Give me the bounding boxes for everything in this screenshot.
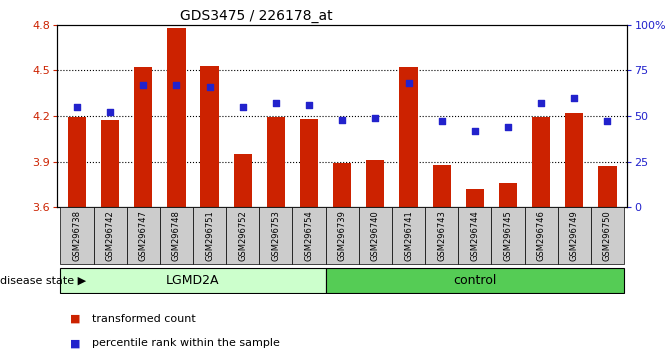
Text: GSM296738: GSM296738 xyxy=(72,210,81,261)
Point xyxy=(503,124,513,130)
Text: GSM296740: GSM296740 xyxy=(371,210,380,261)
Bar xyxy=(226,207,259,264)
Text: GDS3475 / 226178_at: GDS3475 / 226178_at xyxy=(180,9,333,23)
Text: percentile rank within the sample: percentile rank within the sample xyxy=(92,338,280,348)
Text: GSM296751: GSM296751 xyxy=(205,210,214,261)
Bar xyxy=(532,118,550,207)
Text: GSM296739: GSM296739 xyxy=(338,210,347,261)
Bar xyxy=(591,207,624,264)
Point xyxy=(270,100,281,106)
Bar xyxy=(333,163,352,207)
Bar xyxy=(259,207,293,264)
Point xyxy=(171,82,182,88)
Text: GSM296750: GSM296750 xyxy=(603,210,612,261)
Bar xyxy=(525,207,558,264)
Point xyxy=(72,104,83,110)
Text: GSM296749: GSM296749 xyxy=(570,210,579,261)
Bar xyxy=(193,207,226,264)
Bar xyxy=(101,120,119,207)
Bar xyxy=(491,207,525,264)
Bar xyxy=(499,183,517,207)
Point xyxy=(602,119,613,124)
Point xyxy=(138,82,148,88)
Text: GSM296745: GSM296745 xyxy=(503,210,513,261)
Point xyxy=(337,117,348,122)
Bar xyxy=(425,207,458,264)
Point xyxy=(436,119,447,124)
Text: GSM296753: GSM296753 xyxy=(271,210,280,261)
Point xyxy=(238,104,248,110)
Text: GSM296741: GSM296741 xyxy=(404,210,413,261)
Text: GSM296744: GSM296744 xyxy=(470,210,479,261)
Bar xyxy=(293,207,325,264)
Bar xyxy=(359,207,392,264)
Text: GSM296754: GSM296754 xyxy=(305,210,313,261)
Bar xyxy=(201,66,219,207)
Text: GSM296747: GSM296747 xyxy=(139,210,148,261)
Text: disease state ▶: disease state ▶ xyxy=(0,275,86,286)
Point xyxy=(403,80,414,86)
Point xyxy=(569,95,580,101)
Text: transformed count: transformed count xyxy=(92,314,196,324)
Text: GSM296742: GSM296742 xyxy=(105,210,115,261)
Bar xyxy=(458,207,491,264)
Text: LGMD2A: LGMD2A xyxy=(166,274,219,287)
Text: GSM296748: GSM296748 xyxy=(172,210,181,261)
Bar xyxy=(267,118,285,207)
Bar xyxy=(565,113,584,207)
Bar xyxy=(234,154,252,207)
Text: GSM296752: GSM296752 xyxy=(238,210,247,261)
Bar xyxy=(68,118,86,207)
Text: control: control xyxy=(453,274,497,287)
Bar xyxy=(134,67,152,207)
Point xyxy=(105,109,115,115)
Point xyxy=(370,115,380,121)
Bar xyxy=(325,268,624,293)
Bar xyxy=(399,67,417,207)
Bar xyxy=(93,207,127,264)
Bar xyxy=(599,166,617,207)
Bar xyxy=(466,189,484,207)
Bar xyxy=(127,207,160,264)
Bar xyxy=(366,160,384,207)
Point xyxy=(470,128,480,133)
Point xyxy=(204,84,215,90)
Bar xyxy=(558,207,591,264)
Point xyxy=(536,100,547,106)
Bar xyxy=(160,207,193,264)
Text: GSM296746: GSM296746 xyxy=(537,210,546,261)
Bar xyxy=(325,207,359,264)
Text: ■: ■ xyxy=(70,314,81,324)
Bar xyxy=(60,207,93,264)
Text: ■: ■ xyxy=(70,338,81,348)
Bar xyxy=(60,268,325,293)
Bar xyxy=(392,207,425,264)
Point xyxy=(304,102,315,108)
Bar xyxy=(433,165,451,207)
Text: GSM296743: GSM296743 xyxy=(437,210,446,261)
Bar xyxy=(167,28,185,207)
Bar xyxy=(300,119,318,207)
